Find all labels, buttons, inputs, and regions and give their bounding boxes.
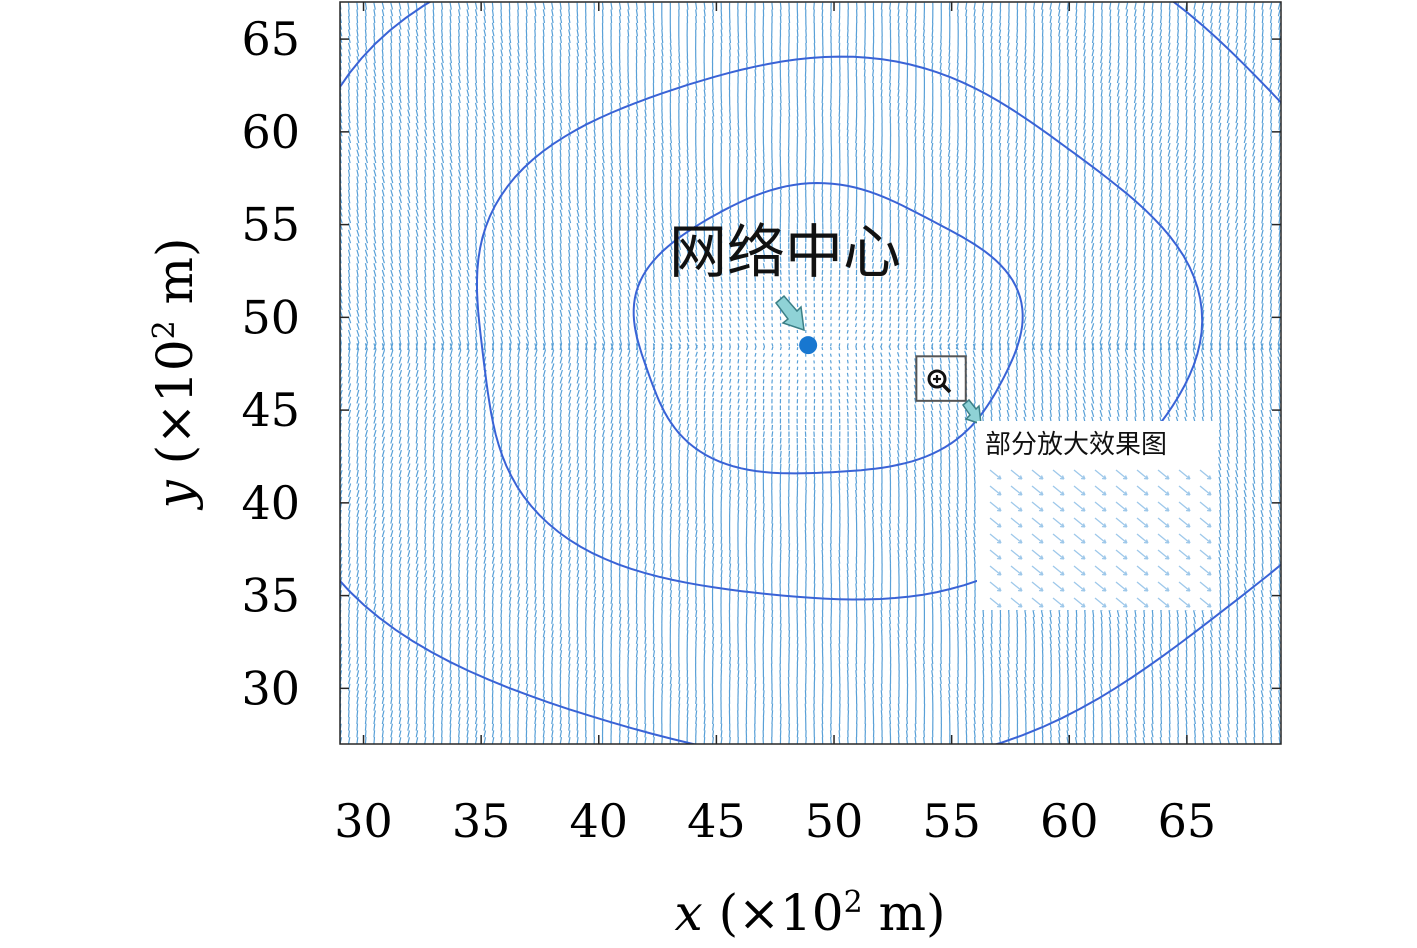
vector-field bbox=[340, 2, 1281, 744]
network-center-marker bbox=[799, 336, 818, 355]
magnifier-icon bbox=[927, 369, 952, 394]
zoom-inset-arrows bbox=[989, 469, 1212, 608]
y-axis-label: y (×102 m) bbox=[146, 237, 204, 510]
x-tick-label: 55 bbox=[922, 794, 981, 848]
network-center-arrow bbox=[774, 294, 805, 332]
zoom-arrow bbox=[961, 398, 982, 426]
zoom-region-box bbox=[915, 355, 967, 402]
y-tick-label: 60 bbox=[241, 105, 300, 159]
x-tick-label: 45 bbox=[687, 794, 746, 848]
x-tick-label: 50 bbox=[805, 794, 864, 848]
x-axis-label: x (×102 m) bbox=[674, 884, 945, 942]
y-tick-label: 35 bbox=[241, 569, 300, 623]
contour-line bbox=[340, 2, 1281, 744]
y-tick-label: 30 bbox=[241, 661, 300, 715]
y-tick-label: 40 bbox=[241, 476, 300, 530]
x-tick-labels: 30 35 40 45 50 55 60 65 bbox=[334, 794, 1216, 848]
zoom-inset-panel bbox=[977, 421, 1214, 610]
network-center-label: 网络中心 bbox=[669, 218, 901, 286]
y-tick-label: 50 bbox=[241, 290, 300, 344]
plot-frame bbox=[339, 1, 1282, 745]
x-tick-label: 35 bbox=[452, 794, 511, 848]
y-tick-labels: 30 35 40 45 50 55 60 65 bbox=[241, 12, 300, 715]
x-tick-label: 30 bbox=[334, 794, 393, 848]
y-tick-label: 45 bbox=[241, 383, 300, 437]
zoom-inset-label: 部分放大效果图 bbox=[985, 430, 1167, 460]
x-tick-label: 65 bbox=[1158, 794, 1217, 848]
plot-area bbox=[340, 2, 1281, 744]
x-tick-label: 60 bbox=[1040, 794, 1099, 848]
y-tick-label: 65 bbox=[241, 12, 300, 66]
zoom-annotation: 部分放大效果图 bbox=[915, 355, 1214, 610]
contour-line bbox=[632, 181, 1024, 475]
network-center-annotation: 网络中心 bbox=[669, 218, 901, 355]
zoom-inset-vectors bbox=[989, 469, 1212, 608]
x-tick-label: 40 bbox=[570, 794, 629, 848]
vector-field-arrows bbox=[340, 2, 1281, 744]
tick-marks bbox=[340, 2, 1281, 744]
y-tick-label: 55 bbox=[241, 198, 300, 252]
